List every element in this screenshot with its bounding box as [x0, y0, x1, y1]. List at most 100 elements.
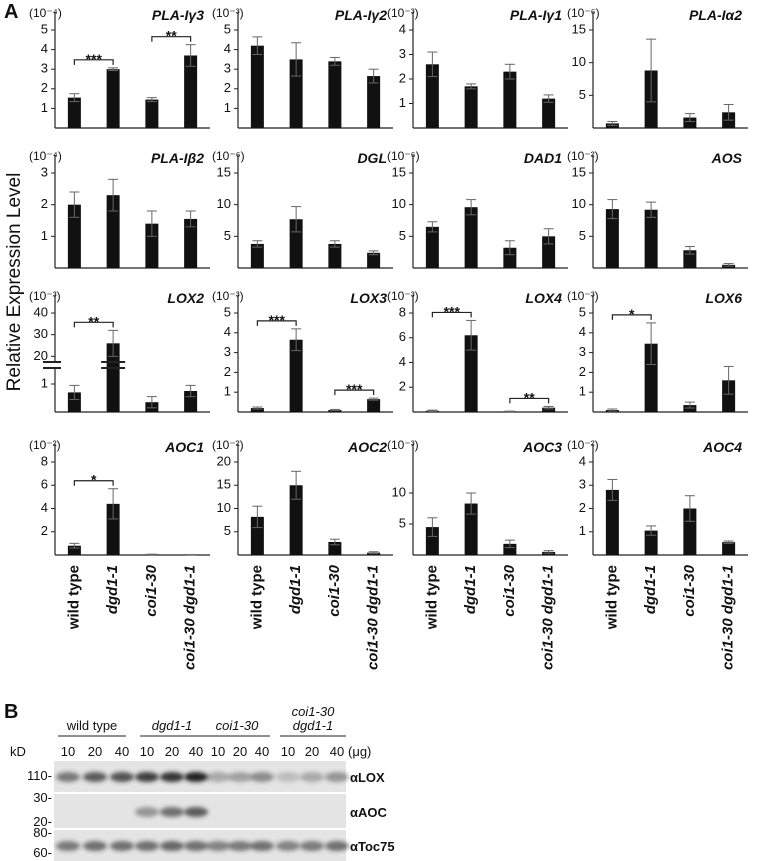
band — [110, 841, 134, 851]
lane-label: 40 — [189, 744, 203, 759]
band — [184, 841, 208, 851]
group-label: dgd1-1 — [293, 718, 333, 733]
bar — [67, 97, 81, 128]
band — [300, 772, 324, 782]
bar — [145, 223, 159, 268]
bar — [184, 218, 198, 268]
band — [184, 807, 208, 817]
scale-label: (10⁻³) — [212, 289, 244, 303]
error-bar — [723, 365, 734, 395]
y-tick-label: 10 — [392, 484, 406, 499]
bar — [328, 243, 342, 268]
bar — [145, 99, 159, 128]
bar — [503, 543, 517, 555]
error-bar — [185, 384, 196, 398]
group-label: coi1-30 — [216, 718, 259, 733]
y-tick-label: 4 — [224, 324, 231, 339]
bar — [250, 408, 264, 412]
lane-label: 40 — [115, 744, 129, 759]
band — [135, 841, 159, 851]
significance-bracket — [73, 321, 114, 328]
significance-bracket — [256, 320, 297, 326]
error-bar — [543, 228, 554, 245]
scale-label: (10⁻⁶) — [567, 6, 600, 20]
y-tick-label: 2 — [579, 500, 586, 515]
x-tick-label: dgd1-1 — [462, 565, 479, 614]
y-tick-label: 3 — [41, 164, 48, 179]
y-tick-label: 6 — [399, 329, 406, 344]
lane-label: 10 — [61, 744, 75, 759]
y-tick-label: 4 — [399, 354, 406, 369]
bar — [464, 503, 478, 555]
bar — [722, 380, 736, 412]
y-tick-label: 5 — [579, 304, 586, 319]
y-tick-label: 1 — [224, 100, 231, 115]
bar — [67, 392, 81, 412]
chart-title: AOC2 — [347, 439, 387, 455]
bar — [250, 243, 264, 268]
chart-title: LOX6 — [705, 290, 742, 306]
error-bar — [329, 240, 340, 248]
chart-title: AOC3 — [522, 439, 562, 455]
significance-label: ** — [166, 28, 177, 44]
chart-title: DAD1 — [524, 150, 562, 166]
y-tick-label: 3 — [224, 344, 231, 359]
scale-label: (10⁻³) — [387, 6, 419, 20]
y-tick-label: 8 — [41, 453, 48, 468]
significance-bracket — [431, 311, 472, 318]
error-bar — [723, 103, 734, 121]
error-bar — [368, 250, 379, 256]
error-bar — [723, 263, 734, 267]
marker-label: 110- — [27, 768, 52, 783]
y-tick-label: 20 — [217, 453, 231, 468]
lane-label: 40 — [255, 744, 269, 759]
significance-label: *** — [346, 381, 363, 397]
y-tick-label: 30 — [34, 326, 48, 341]
y-tick-label: 2 — [399, 379, 406, 394]
scale-label: (10⁻²) — [29, 438, 61, 452]
y-tick-label: 15 — [572, 164, 586, 179]
error-bar — [252, 505, 263, 529]
y-tick-label: 3 — [224, 61, 231, 76]
bar — [367, 76, 381, 128]
band — [206, 841, 230, 851]
bar — [464, 335, 478, 412]
error-bar — [684, 245, 695, 255]
bar — [67, 204, 81, 268]
error-bar — [607, 199, 618, 220]
significance-bracket — [73, 480, 114, 486]
error-bar — [108, 329, 119, 357]
x-tick-label: dgd1-1 — [287, 565, 304, 614]
x-tick-label: wild type — [603, 565, 620, 630]
y-tick-label: 1 — [579, 384, 586, 399]
significance-bracket — [509, 397, 550, 404]
lane-label: 10 — [140, 744, 154, 759]
chart-title: AOC1 — [164, 439, 204, 455]
scale-label: (10⁻⁶) — [387, 149, 420, 163]
scale-label: (10⁻²) — [567, 438, 599, 452]
band — [56, 841, 80, 851]
y-tick-label: 4 — [579, 453, 586, 468]
y-tick-label: 4 — [41, 500, 48, 515]
bar — [328, 61, 342, 128]
x-tick-label: coi1-30 dgd1-1 — [720, 565, 737, 670]
error-bar — [543, 94, 554, 103]
lane-label: 40 — [330, 744, 344, 759]
error-bar — [504, 240, 515, 256]
bar — [605, 489, 619, 555]
y-tick-label: 3 — [579, 344, 586, 359]
error-bar — [504, 539, 515, 549]
y-tick-label: 4 — [41, 41, 48, 56]
error-bar — [427, 221, 438, 233]
error-bar — [291, 42, 302, 77]
y-tick-label: 5 — [399, 228, 406, 243]
y-tick-label: 2 — [41, 80, 48, 95]
band — [325, 772, 349, 782]
chart-title: AOS — [711, 150, 743, 166]
x-tick-label: wild type — [248, 565, 265, 630]
significance-label: * — [91, 472, 97, 488]
significance-bracket — [334, 389, 375, 396]
unit-label: (μg) — [348, 744, 371, 759]
y-tick-label: 3 — [579, 477, 586, 492]
error-bar — [252, 36, 263, 55]
